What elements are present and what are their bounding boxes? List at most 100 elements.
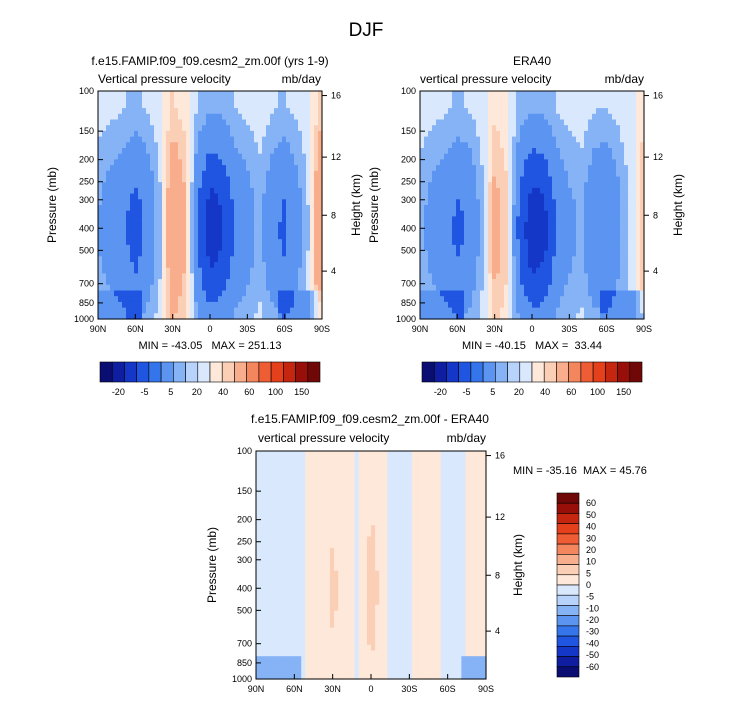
field-cell: [258, 256, 263, 263]
field-cell: [432, 222, 437, 229]
field-cell: [130, 170, 135, 178]
field-cell: [276, 479, 282, 486]
field-cell: [302, 244, 307, 252]
field-cell: [556, 136, 561, 143]
field-cell: [620, 96, 625, 103]
field-cell: [536, 239, 541, 246]
field-cell: [230, 222, 235, 229]
field-cell: [420, 148, 425, 155]
field-cell: [387, 462, 393, 469]
field-cell: [302, 262, 307, 269]
field-cell: [286, 170, 291, 178]
y-tick-label: 850: [79, 298, 94, 308]
field-cell: [428, 462, 434, 469]
field-cell: [444, 296, 449, 303]
field-cell: [464, 222, 469, 229]
field-cell: [432, 273, 437, 280]
field-cell: [592, 313, 597, 320]
field-cell: [270, 307, 275, 314]
field-cell: [250, 193, 255, 200]
field-cell: [198, 193, 203, 200]
field-cell: [102, 108, 107, 115]
field-cell: [544, 267, 549, 274]
colorbar-label: -20: [112, 387, 125, 397]
field-cell: [412, 468, 417, 475]
field-cell: [258, 267, 263, 274]
field-cell: [154, 210, 159, 217]
field-cell: [424, 205, 429, 212]
field-cell: [310, 182, 315, 189]
field-cell: [122, 296, 127, 303]
field-cell: [636, 296, 641, 303]
field-cell: [420, 165, 425, 172]
field-cell: [628, 108, 633, 115]
field-cell: [346, 462, 352, 469]
field-cell: [162, 102, 167, 109]
field-cell: [242, 170, 247, 178]
field-cell: [548, 148, 553, 155]
field-cell: [282, 273, 287, 280]
field-cell: [492, 199, 497, 206]
field-cell: [548, 216, 553, 223]
field-cell: [146, 176, 151, 183]
field-cell: [218, 296, 223, 303]
field-cell: [476, 113, 481, 121]
field-cell: [318, 284, 323, 292]
field-cell: [310, 159, 315, 166]
field-cell: [492, 148, 497, 155]
field-cell: [532, 119, 537, 126]
field-cell: [274, 216, 279, 223]
field-cell: [290, 199, 295, 206]
field-cell: [202, 250, 207, 257]
field-cell: [440, 456, 446, 463]
field-cell: [314, 267, 319, 274]
field-cell: [106, 165, 111, 172]
field-cell: [110, 279, 115, 286]
field-cell: [146, 113, 151, 121]
field-cell: [138, 96, 143, 103]
field-cell: [452, 233, 457, 240]
field-cell: [420, 267, 425, 274]
field-cell: [476, 108, 481, 115]
field-cell: [616, 273, 621, 280]
field-cell: [354, 462, 360, 469]
field-cell: [568, 210, 573, 217]
field-cell: [468, 182, 473, 189]
field-cell: [126, 113, 131, 121]
field-cell: [266, 119, 271, 126]
field-cell: [492, 96, 497, 103]
field-cell: [556, 193, 561, 200]
field-cell: [636, 102, 641, 109]
field-cell: [162, 130, 167, 138]
field-cell: [552, 313, 557, 320]
field-cell: [600, 199, 605, 206]
field-cell: [636, 307, 641, 314]
field-cell: [552, 136, 557, 143]
field-cell: [280, 485, 286, 492]
field-cell: [106, 307, 111, 314]
field-cell: [516, 153, 521, 160]
field-cell: [524, 262, 529, 269]
field-cell: [584, 165, 589, 172]
field-cell: [532, 170, 537, 178]
field-cell: [142, 108, 147, 115]
field-cell: [214, 267, 219, 274]
field-cell: [206, 153, 211, 160]
field-cell: [564, 176, 569, 183]
field-cell: [142, 119, 147, 126]
field-cell: [536, 296, 541, 303]
field-cell: [266, 290, 271, 297]
field-cell: [596, 239, 601, 246]
field-cell: [282, 262, 287, 269]
field-cell: [270, 187, 275, 195]
field-cell: [230, 273, 235, 280]
field-cell: [270, 176, 275, 183]
field-cell: [628, 239, 633, 246]
field-cell: [468, 136, 473, 143]
field-cell: [218, 113, 223, 121]
field-cell: [460, 193, 465, 200]
field-cell: [276, 462, 282, 469]
field-cell: [110, 239, 115, 246]
field-cell: [592, 125, 597, 132]
field-cell: [110, 313, 115, 320]
